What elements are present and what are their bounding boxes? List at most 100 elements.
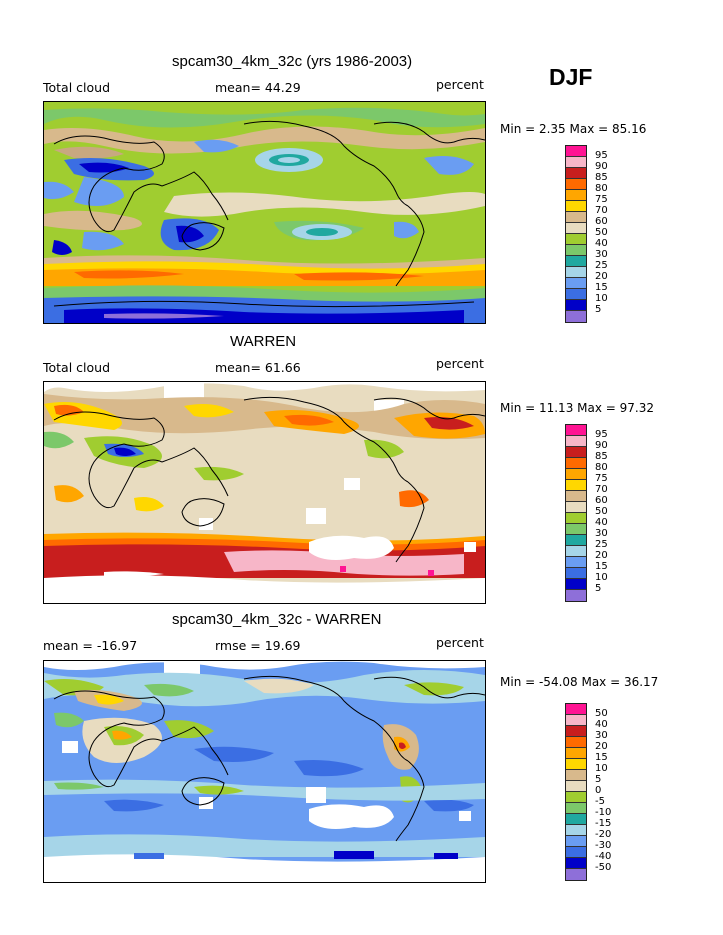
panel-2-minmax: Min = 11.13 Max = 97.32 bbox=[500, 401, 654, 415]
panel-3-colorbar-label: -5 bbox=[595, 796, 605, 807]
panel-1-colorbar-swatch bbox=[566, 146, 586, 157]
panel-3-colorbar-label: -50 bbox=[595, 862, 612, 873]
panel-2-colorbar-label: 30 bbox=[595, 528, 608, 539]
panel-1-colorbar-swatch bbox=[566, 168, 586, 179]
panel-3-units: percent bbox=[436, 635, 484, 650]
panel-3-colorbar-label: -30 bbox=[595, 840, 612, 851]
panel-2-colorbar-label: 75 bbox=[595, 473, 608, 484]
panel-2-units: percent bbox=[436, 356, 484, 371]
panel-1-colorbar-label: 40 bbox=[595, 238, 608, 249]
panel-3-colorbar-swatch bbox=[566, 836, 586, 847]
panel-3-left-label: mean = -16.97 bbox=[43, 638, 138, 653]
panel-2-colorbar-swatch bbox=[566, 469, 586, 480]
panel-1-colorbar bbox=[565, 145, 587, 323]
panel-1-colorbar-swatch bbox=[566, 311, 586, 322]
panel-3-colorbar-swatch bbox=[566, 770, 586, 781]
panel-3-colorbar-label: -10 bbox=[595, 807, 612, 818]
panel-1-colorbar-swatch bbox=[566, 234, 586, 245]
panel-2-colorbar-label: 60 bbox=[595, 495, 608, 506]
panel-3-colorbar-swatch bbox=[566, 825, 586, 836]
panel-1-colorbar-label: 75 bbox=[595, 194, 608, 205]
panel-3-colorbar-swatch bbox=[566, 737, 586, 748]
panel-2-colorbar-label: 85 bbox=[595, 451, 608, 462]
panel-1-map bbox=[43, 101, 486, 324]
panel-3-colorbar-label: 40 bbox=[595, 719, 608, 730]
panel-2-colorbar-swatch bbox=[566, 557, 586, 568]
panel-3-colorbar-label: 30 bbox=[595, 730, 608, 741]
panel-1-colorbar-swatch bbox=[566, 179, 586, 190]
panel-3-colorbar-swatch bbox=[566, 814, 586, 825]
panel-2-map bbox=[43, 381, 486, 604]
panel-1-colorbar-label: 80 bbox=[595, 183, 608, 194]
panel-2-colorbar-swatch bbox=[566, 425, 586, 436]
panel-2-colorbar-swatch bbox=[566, 480, 586, 491]
panel-2-colorbar-swatch bbox=[566, 568, 586, 579]
panel-2-colorbar-label: 5 bbox=[595, 583, 602, 594]
panel-2-colorbar-label: 40 bbox=[595, 517, 608, 528]
panel-3-colorbar-label: -20 bbox=[595, 829, 612, 840]
panel-1-left-label: Total cloud bbox=[43, 80, 111, 95]
panel-1-colorbar-label: 60 bbox=[595, 216, 608, 227]
panel-2-colorbar-swatch bbox=[566, 579, 586, 590]
panel-2-colorbar-label: 80 bbox=[595, 462, 608, 473]
panel-3-colorbar bbox=[565, 703, 587, 881]
panel-2-colorbar-label: 90 bbox=[595, 440, 608, 451]
panel-1-colorbar-swatch bbox=[566, 278, 586, 289]
panel-1-colorbar-swatch bbox=[566, 267, 586, 278]
panel-3-colorbar-swatch bbox=[566, 869, 586, 880]
panel-1-colorbar-swatch bbox=[566, 256, 586, 267]
panel-2-colorbar-label: 20 bbox=[595, 550, 608, 561]
panel-1-title: spcam30_4km_32c (yrs 1986-2003) bbox=[172, 53, 413, 70]
panel-3-colorbar-swatch bbox=[566, 847, 586, 858]
panel-2-colorbar-label: 70 bbox=[595, 484, 608, 495]
panel-3-title: spcam30_4km_32c - WARREN bbox=[172, 611, 382, 628]
panel-3-colorbar-label: -40 bbox=[595, 851, 612, 862]
panel-1-colorbar-swatch bbox=[566, 223, 586, 234]
panel-1-colorbar-swatch bbox=[566, 245, 586, 256]
panel-1-mean: mean= 44.29 bbox=[215, 80, 301, 95]
panel-3-colorbar-label: 20 bbox=[595, 741, 608, 752]
panel-2-colorbar-swatch bbox=[566, 590, 586, 601]
panel-2-colorbar-swatch bbox=[566, 513, 586, 524]
panel-1-colorbar-label: 30 bbox=[595, 249, 608, 260]
panel-3-colorbar-swatch bbox=[566, 704, 586, 715]
panel-1-colorbar-swatch bbox=[566, 300, 586, 311]
panel-2-colorbar-label: 95 bbox=[595, 429, 608, 440]
panel-1-colorbar-swatch bbox=[566, 289, 586, 300]
panel-3-colorbar-label: -15 bbox=[595, 818, 612, 829]
panel-2-title: WARREN bbox=[230, 333, 297, 350]
panel-3-colorbar-swatch bbox=[566, 803, 586, 814]
panel-2-colorbar-swatch bbox=[566, 502, 586, 513]
panel-3-rmse: rmse = 19.69 bbox=[215, 638, 301, 653]
panel-1-colorbar-label: 90 bbox=[595, 161, 608, 172]
panel-2-colorbar-swatch bbox=[566, 491, 586, 502]
panel-2-colorbar-swatch bbox=[566, 524, 586, 535]
panel-3-map bbox=[43, 660, 486, 883]
panel-1-units: percent bbox=[436, 77, 484, 92]
panel-3-colorbar-label: 5 bbox=[595, 774, 602, 785]
panel-1-colorbar-label: 10 bbox=[595, 293, 608, 304]
panel-3-minmax: Min = -54.08 Max = 36.17 bbox=[500, 675, 659, 689]
panel-3-colorbar-swatch bbox=[566, 715, 586, 726]
panel-3-colorbar-swatch bbox=[566, 858, 586, 869]
panel-2-colorbar-swatch bbox=[566, 447, 586, 458]
panel-2-colorbar-label: 50 bbox=[595, 506, 608, 517]
panel-3-colorbar-swatch bbox=[566, 759, 586, 770]
panel-1-colorbar-label: 95 bbox=[595, 150, 608, 161]
panel-1-colorbar-label: 20 bbox=[595, 271, 608, 282]
panel-1-colorbar-swatch bbox=[566, 157, 586, 168]
panel-2-map-svg bbox=[44, 382, 485, 603]
panel-1-minmax: Min = 2.35 Max = 85.16 bbox=[500, 122, 647, 136]
panel-2-mean: mean= 61.66 bbox=[215, 360, 301, 375]
panel-1-colorbar-label: 15 bbox=[595, 282, 608, 293]
panel-3-colorbar-label: 0 bbox=[595, 785, 602, 796]
panel-2-colorbar-swatch bbox=[566, 535, 586, 546]
panel-1-colorbar-label: 70 bbox=[595, 205, 608, 216]
panel-1-colorbar-label: 5 bbox=[595, 304, 602, 315]
panel-3-colorbar-label: 50 bbox=[595, 708, 608, 719]
panel-2-colorbar-label: 25 bbox=[595, 539, 608, 550]
panel-1-colorbar-label: 85 bbox=[595, 172, 608, 183]
panel-3-colorbar-label: 15 bbox=[595, 752, 608, 763]
panel-3-colorbar-swatch bbox=[566, 748, 586, 759]
panel-3-colorbar-label: 10 bbox=[595, 763, 608, 774]
